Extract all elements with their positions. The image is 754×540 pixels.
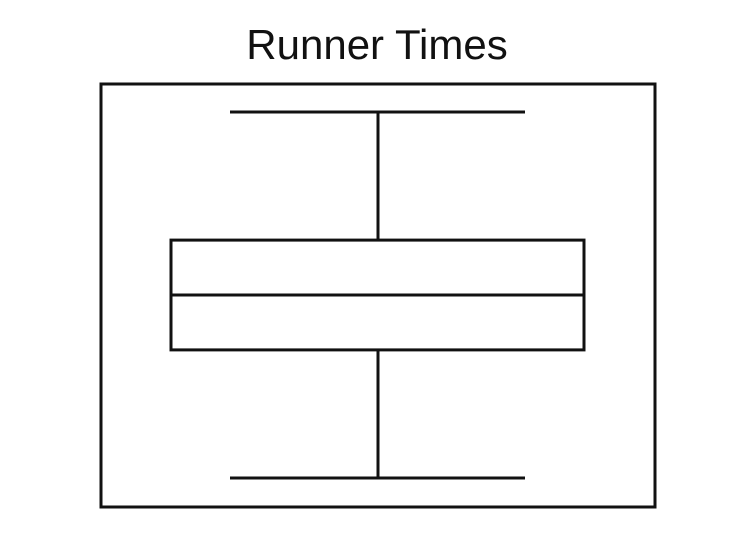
chart-title: Runner Times [246, 21, 508, 68]
plot-frame [99, 82, 657, 509]
